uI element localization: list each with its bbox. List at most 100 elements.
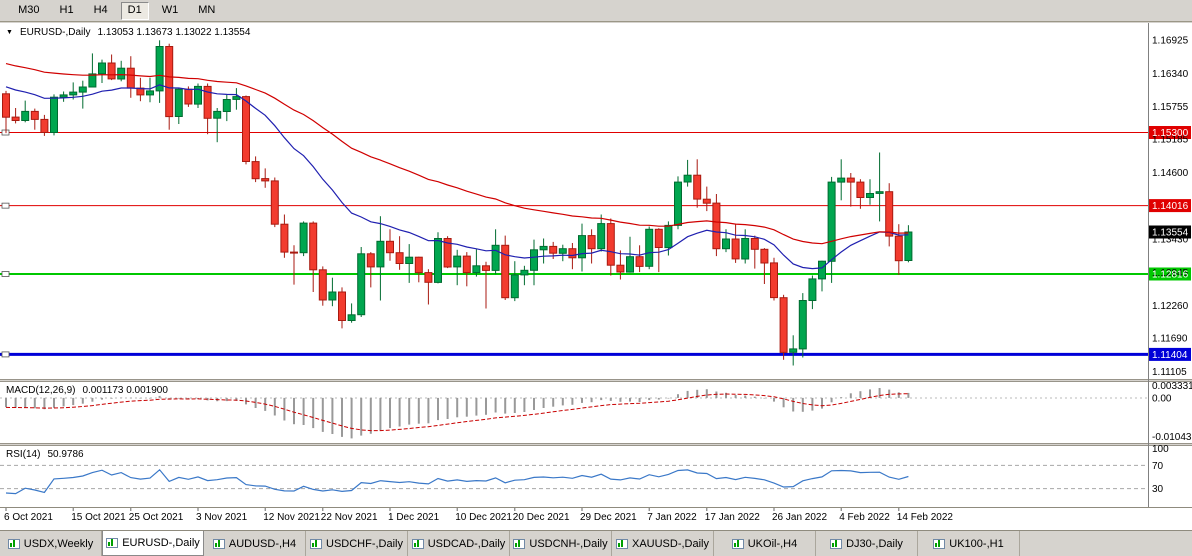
price-badge-label: 1.15300 [1152,128,1189,139]
candle-body [616,264,625,273]
candle-body [770,262,778,299]
chart-tab-icon [310,538,322,549]
date-label: 26 Jan 2022 [772,512,827,523]
hline-handle[interactable] [1,271,10,277]
candle-body [798,300,807,350]
panel-divider-main-macd[interactable] [0,379,1192,382]
rsi-axis-label: 70 [1152,461,1164,472]
candle-up [818,260,826,292]
timeframe-button-d1[interactable]: D1 [120,1,149,20]
timeframe-button-5[interactable]: 5 [0,2,5,20]
price-badge [1149,126,1191,139]
candle-body [453,255,462,268]
macd-histogram-bar [485,397,487,415]
candle-down [280,214,289,258]
candle-body [21,110,30,122]
candle-body [395,252,404,264]
price-badge [1149,347,1191,361]
time-scale[interactable] [0,508,1148,530]
macd-indicator-label: MACD(12,26,9) 0.001173 0.001900 [6,385,168,396]
macd-histogram-bar [657,397,660,400]
candle-up [558,244,567,262]
candle-body [645,228,654,267]
chart-tab-usdchf-daily[interactable]: USDCHF-,Daily [306,531,408,556]
macd-histogram-bar [446,397,449,419]
macd-histogram-bar [648,397,651,401]
candle-body [30,110,39,120]
macd-histogram-bar [129,397,132,399]
chart-tab-usdcnh-daily[interactable]: USDCNH-,Daily [510,531,612,556]
candle-body [357,253,366,316]
candle-down [107,54,116,81]
macd-axis-label: 0.003331 [1152,381,1192,392]
price-scale[interactable] [1148,23,1192,507]
macd-histogram-bar [302,397,305,425]
macd-histogram-bar [801,397,804,412]
macd-histogram-bar [734,395,737,398]
candle-body [731,238,740,260]
chart-tab-dj30-daily[interactable]: DJ30-,Daily [816,531,918,556]
candle-body [174,88,183,117]
candle-down [386,229,394,261]
candle-down [126,56,135,98]
timeframe-button-w1[interactable]: W1 [155,2,186,20]
candle-up [827,176,836,283]
macd-histogram-bar [91,397,94,402]
price-badge [1149,199,1191,213]
candle-up [472,249,481,277]
chart-tab-xauusd-daily[interactable]: XAUUSD-,Daily [612,531,714,556]
candle-body [549,245,558,254]
chart-tab-icon [106,538,119,548]
timeframe-button-h4[interactable]: H4 [87,2,115,20]
candle-body [117,67,126,80]
price-chart-canvas[interactable]: 1.16925 1.16340 1.15755 1.15185 1.14600 1.134… [0,23,1192,530]
candle-body [242,96,250,162]
candle-up [299,221,308,257]
hline-handle[interactable] [1,202,10,209]
candle-up [357,247,366,317]
chart-tab-usdcad-daily[interactable]: USDCAD-,Daily [408,531,510,556]
chart-tab-icon [933,538,946,549]
candle-down [760,248,769,284]
candle-up [510,261,519,302]
panel-divider-macd-rsi[interactable] [0,443,1192,446]
chart-region[interactable]: 1.16925 1.16340 1.15755 1.15185 1.14600 1.134… [0,23,1192,530]
macd-histogram-bar [254,397,257,408]
macd-histogram-bar [629,397,631,402]
macd-histogram-bar [369,397,372,434]
macd-histogram-bar [725,392,727,398]
candle-body [894,235,903,262]
price-axis-label: 1.14600 [1152,168,1189,179]
chart-tab-eurusd-daily[interactable]: EURUSD-,Daily [102,531,204,556]
hline-handle[interactable] [1,351,10,358]
chart-tab-uk100-h1[interactable]: UK100-,H1 [918,531,1020,556]
candle-down [482,261,490,309]
timeframe-button-m30[interactable]: M30 [11,2,46,20]
macd-histogram-bar [379,397,382,431]
candle-down [693,159,702,208]
chart-tab-label: USDCNH-,Daily [529,537,608,550]
macd-histogram-bar [840,397,843,398]
timeframe-button-h1[interactable]: H1 [53,2,81,20]
candle-down [443,236,452,269]
candle-down [750,235,759,269]
chart-tab-usdx-weekly[interactable]: USDX,Weekly [0,531,102,556]
chart-tab-label: USDX,Weekly [23,537,94,550]
chart-tab-audusd-h4[interactable]: AUDUSD-,H4 [204,531,306,556]
candle-body [654,228,663,249]
macd-histogram-bar [341,397,343,437]
rsi-value: 50.9786 [47,449,84,460]
candle-body [722,238,730,250]
chart-tab-icon [731,538,744,549]
macd-histogram-bar [120,397,123,399]
timeframe-button-mn[interactable]: MN [191,2,222,20]
candle-down [30,108,39,130]
chart-tab-icon [212,538,225,549]
rsi-axis-label: 100 [1152,444,1169,455]
chart-tab-ukoil-h4[interactable]: UKOil-,H4 [714,531,816,556]
candle-down [462,252,471,287]
macd-histogram-bar [830,397,833,403]
macd-histogram-bar [878,388,881,398]
macd-histogram-bar [437,397,439,421]
date-label: 20 Dec 2021 [513,512,570,523]
